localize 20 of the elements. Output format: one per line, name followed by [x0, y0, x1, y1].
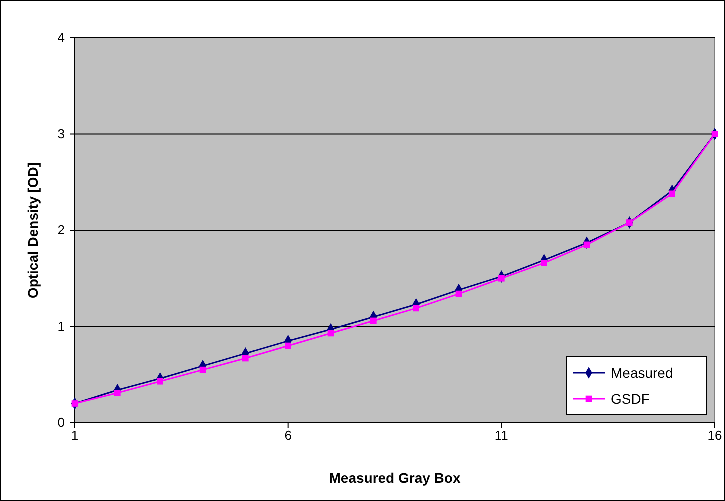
x-tick-label: 16 [708, 428, 722, 444]
y-tick-label: 3 [58, 126, 65, 142]
x-axis-title: Measured Gray Box [329, 470, 461, 486]
legend-label: Measured [611, 365, 674, 381]
y-axis-title: Optical Density [OD] [25, 162, 41, 299]
point [328, 330, 334, 337]
x-tick-label: 6 [284, 428, 292, 444]
y-tick-label: 1 [58, 318, 65, 334]
point [200, 366, 206, 374]
point [370, 318, 377, 324]
legend-label: GSDF [611, 391, 650, 407]
y-tick-label: 2 [58, 222, 65, 238]
x-tick-label: 11 [494, 428, 508, 444]
point [285, 342, 292, 350]
x-tick-label: 1 [71, 428, 79, 444]
y-tick-label: 4 [58, 30, 65, 46]
point [456, 290, 462, 298]
point [413, 305, 420, 312]
y-tick-label: 0 [58, 415, 65, 430]
point [242, 355, 249, 362]
